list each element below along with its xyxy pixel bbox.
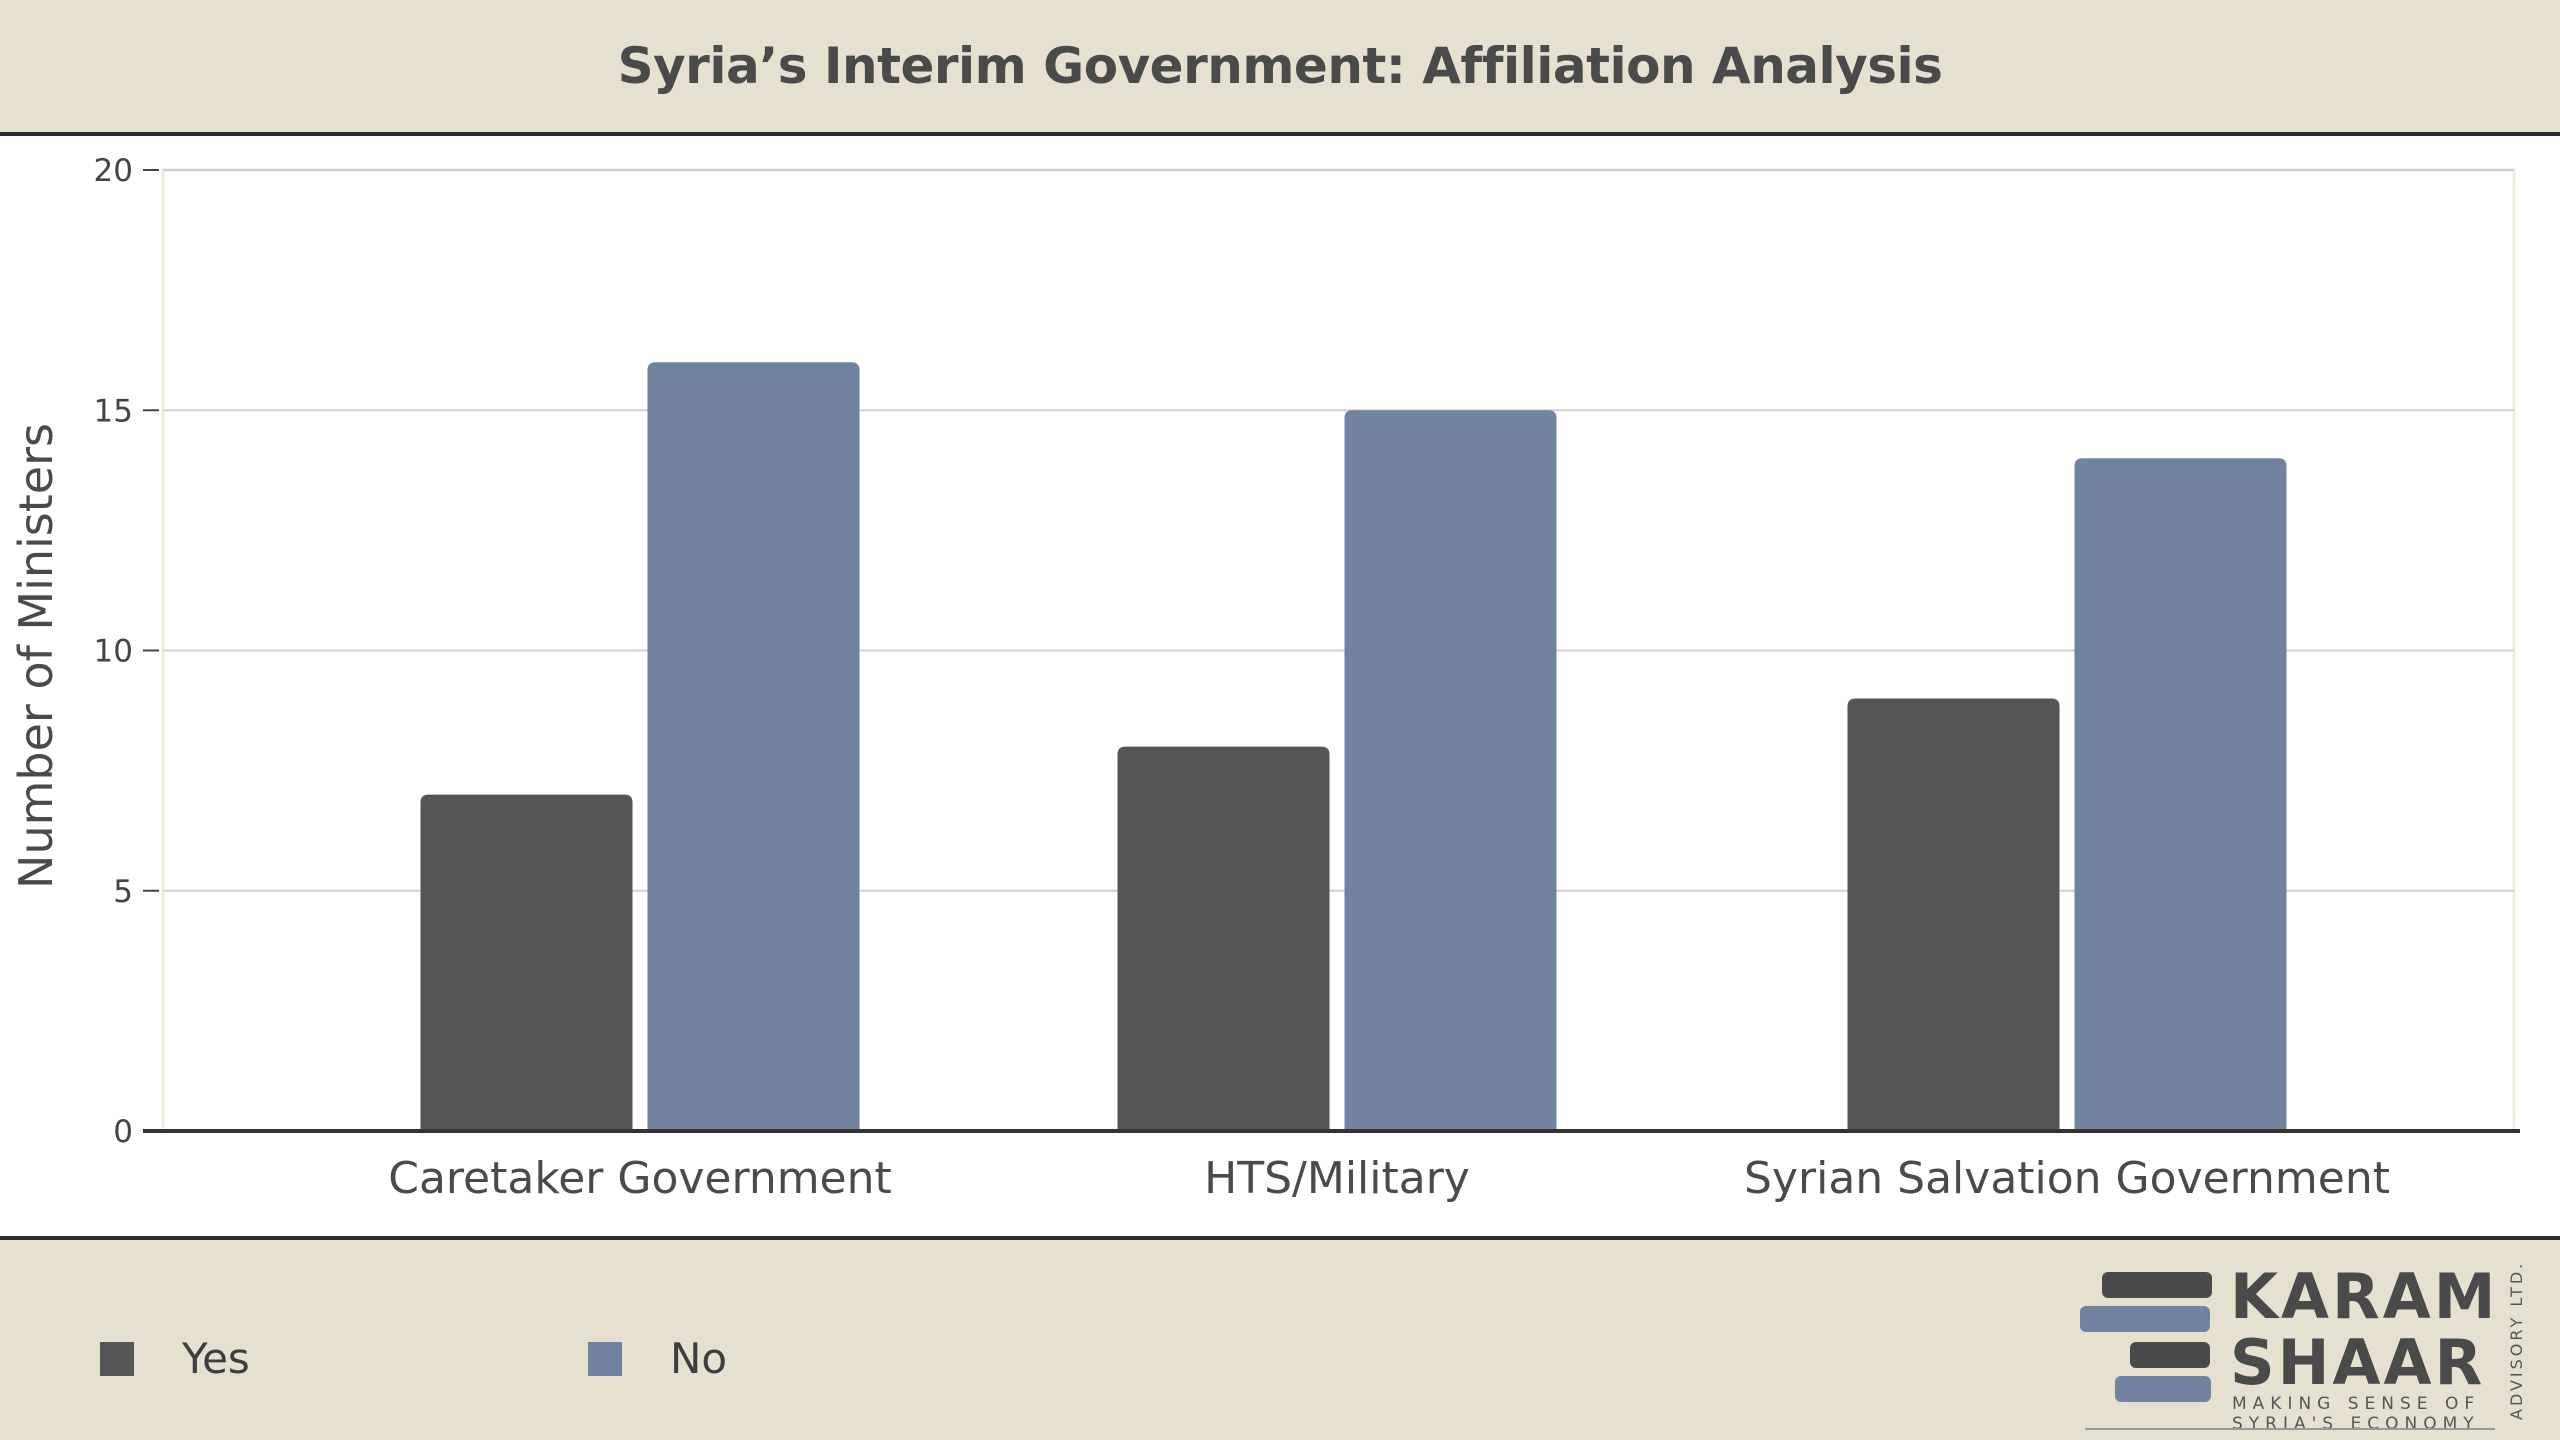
chart-area: 0 5 10 15 20 Caretaker Government HTS/Military…	[0, 136, 2560, 1236]
logo-bar-2	[2080, 1306, 2210, 1332]
x-tick-label: Syrian Salvation Government	[1744, 1153, 2390, 1204]
legend-swatch-no	[588, 1341, 622, 1376]
karam-shaar-logo: KARAM SHAAR MAKING SENSE OF SYRIA'S ECON…	[2075, 1260, 2535, 1440]
logo-bar-3	[2130, 1342, 2210, 1368]
logo-underline	[2085, 1428, 2495, 1430]
bar-yes-2	[1117, 746, 1330, 1131]
legend-swatch-yes	[100, 1341, 134, 1376]
logo-bar-4	[2115, 1376, 2211, 1402]
bar-no-2	[1344, 410, 1557, 1131]
bar-no-1	[647, 362, 860, 1131]
y-tick-label: 10	[94, 634, 133, 670]
bar-no-3	[2074, 458, 2287, 1131]
legend-item-yes: Yes	[100, 1334, 250, 1383]
logo-word-karam: KARAM	[2230, 1260, 2499, 1333]
logo-bar-1	[2102, 1272, 2212, 1298]
y-tick-label: 0	[113, 1114, 133, 1150]
chart-header: Syria’s Interim Government: Affiliation …	[0, 0, 2560, 136]
bars	[420, 362, 2287, 1131]
bar-chart: 0 5 10 15 20 Caretaker Government HTS/Military…	[9, 153, 2520, 1204]
x-tick-label: Caretaker Government	[388, 1153, 892, 1204]
bar-yes-1	[420, 794, 633, 1131]
y-tick-label: 15	[94, 393, 133, 429]
logo-word-shaar: SHAAR	[2230, 1326, 2486, 1399]
logo-tagline-1: MAKING SENSE OF	[2232, 1394, 2481, 1414]
chart-title: Syria’s Interim Government: Affiliation …	[617, 37, 1943, 95]
legend-item-no: No	[588, 1334, 727, 1383]
legend-label-no: No	[670, 1334, 728, 1383]
axes: 0 5 10 15 20 Caretaker Government HTS/Military…	[94, 153, 2520, 1204]
y-tick-label: 20	[94, 153, 133, 189]
logo-tagline-2: SYRIA'S ECONOMY	[2232, 1414, 2480, 1434]
x-tick-label: HTS/Military	[1204, 1153, 1470, 1204]
y-tick-label: 5	[113, 874, 133, 910]
y-axis-label: Number of Ministers	[9, 423, 63, 889]
chart-footer: Yes No KARAM SHAAR MAKING SENSE OF SYRIA…	[0, 1236, 2560, 1440]
logo-side-text: ADVISORY LTD.	[2507, 1260, 2526, 1420]
legend-label-yes: Yes	[182, 1334, 250, 1383]
bar-yes-3	[1847, 698, 2060, 1131]
